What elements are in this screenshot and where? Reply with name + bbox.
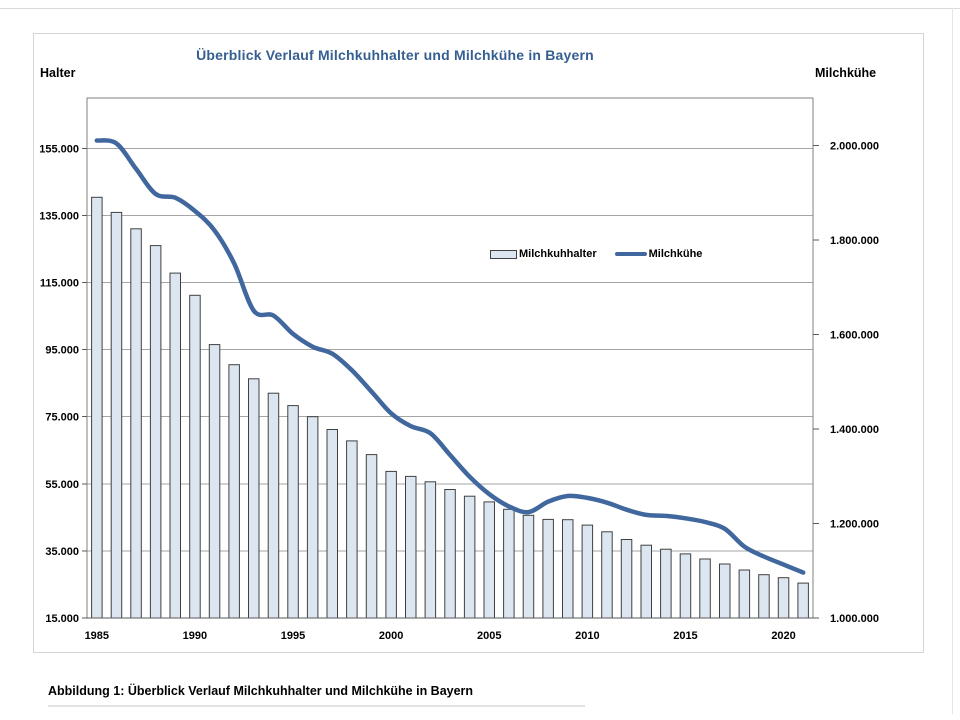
left-axis-tick-label: 15.000 <box>45 613 79 625</box>
line-series-swatch-icon <box>614 252 647 256</box>
bar-milchkuhhalter <box>110 211 123 619</box>
left-axis-tick-label: 35.000 <box>45 546 79 558</box>
bar-milchkuhhalter <box>189 294 201 619</box>
bar-milchkuhhalter <box>562 519 574 619</box>
page-right-divider <box>952 8 953 714</box>
bar-milchkuhhalter <box>385 470 397 619</box>
bar-milchkuhhalter <box>326 429 338 619</box>
bar-milchkuhhalter <box>463 495 476 619</box>
bar-milchkuhhalter <box>149 245 162 619</box>
right-axis-tick-label: 1.400.000 <box>830 424 879 436</box>
bar-milchkuhhalter <box>91 196 103 619</box>
left-axis-tick-label: 95.000 <box>45 345 79 357</box>
bar-milchkuhhalter <box>346 440 358 619</box>
bar-milchkuhhalter <box>522 514 535 619</box>
left-axis-tick-label: 75.000 <box>45 412 79 424</box>
left-axis-tick-label: 135.000 <box>39 210 79 222</box>
bar-milchkuhhalter <box>365 454 378 619</box>
bar-milchkuhhalter <box>444 489 456 619</box>
bar-milchkuhhalter <box>679 553 692 619</box>
bar-milchkuhhalter <box>169 272 181 619</box>
bar-milchkuhhalter <box>719 563 731 619</box>
bar-milchkuhhalter <box>208 344 221 619</box>
x-axis-tick-label: 1990 <box>183 630 207 642</box>
bar-milchkuhhalter <box>424 481 437 619</box>
bar-milchkuhhalter <box>699 558 711 619</box>
bar-milchkuhhalter <box>287 405 299 619</box>
bar-milchkuhhalter <box>738 569 751 619</box>
right-axis-tick-label: 1.000.000 <box>830 613 879 625</box>
x-axis-tick-label: 2000 <box>379 630 403 642</box>
bar-milchkuhhalter <box>228 364 240 619</box>
legend-item-milchkuehe: Milchkühe <box>614 248 703 260</box>
chart-area <box>33 33 924 653</box>
x-axis-tick-label: 2005 <box>477 630 501 642</box>
line-milchkuehe <box>94 138 806 575</box>
right-axis-tick-label: 1.800.000 <box>830 235 879 247</box>
bar-milchkuhhalter <box>542 518 554 619</box>
bar-milchkuhhalter <box>267 392 280 619</box>
chart-title: Überblick Verlauf Milchkuhhalter und Mil… <box>196 47 594 63</box>
figure-caption: Abbildung 1: Überblick Verlauf Milchkuhh… <box>48 684 585 707</box>
x-axis-tick-label: 1985 <box>85 630 109 642</box>
legend-item-milchkuhhalter: Milchkuhhalter <box>490 248 597 260</box>
left-axis-tick-label: 55.000 <box>45 479 79 491</box>
right-axis-tick-label: 1.600.000 <box>830 329 879 341</box>
bar-series-swatch-icon <box>490 249 517 259</box>
right-axis-title: Milchkühe <box>815 66 877 80</box>
page-top-divider <box>0 8 960 9</box>
bar-milchkuhhalter <box>306 416 319 619</box>
bar-milchkuhhalter <box>405 475 417 619</box>
bar-milchkuhhalter <box>640 544 652 619</box>
left-axis-tick-label: 155.000 <box>39 143 79 155</box>
bar-milchkuhhalter <box>777 577 790 619</box>
left-axis-title: Halter <box>40 66 76 80</box>
bar-milchkuhhalter <box>248 378 260 619</box>
right-axis-tick-label: 1.200.000 <box>830 518 879 530</box>
x-axis-tick-label: 2020 <box>771 630 795 642</box>
legend-label-milchkuhhalter: Milchkuhhalter <box>519 248 597 260</box>
bar-milchkuhhalter <box>601 531 613 619</box>
bar-milchkuhhalter <box>130 228 142 619</box>
x-axis-tick-label: 2015 <box>673 630 697 642</box>
bar-milchkuhhalter <box>581 524 594 619</box>
legend-label-milchkuehe: Milchkühe <box>648 248 703 260</box>
bar-milchkuhhalter <box>797 582 809 619</box>
right-axis-tick-label: 2.000.000 <box>830 140 879 152</box>
bar-milchkuhhalter <box>503 508 515 619</box>
x-axis-tick-label: 1995 <box>281 630 305 642</box>
bar-milchkuhhalter <box>758 574 770 619</box>
bar-milchkuhhalter <box>660 548 672 619</box>
x-axis-tick-label: 2010 <box>575 630 599 642</box>
left-axis-tick-label: 115.000 <box>40 278 79 290</box>
bar-milchkuhhalter <box>620 539 633 619</box>
legend: Milchkuhhalter Milchkühe <box>490 245 702 263</box>
bar-milchkuhhalter <box>483 501 495 619</box>
